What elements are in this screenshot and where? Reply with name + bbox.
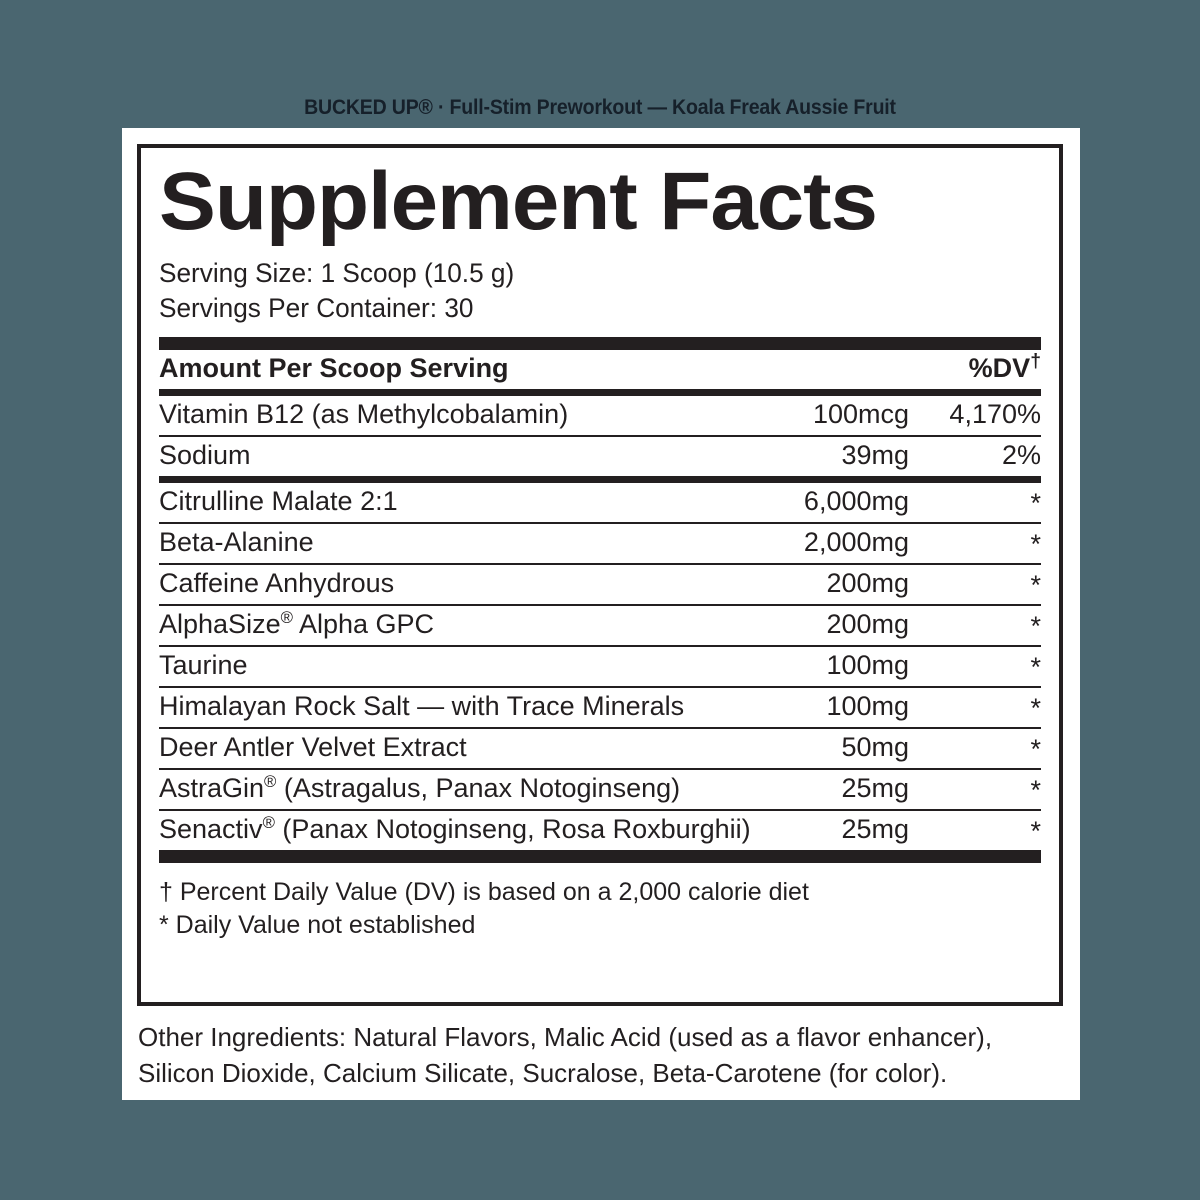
serving-info-block: Serving Size: 1 Scoop (10.5 g) Servings …: [159, 256, 1015, 325]
row-divider: [159, 686, 1041, 689]
servings-per-container-line: Servings Per Container: 30: [159, 292, 474, 323]
nutrient-dv: 4,170%: [949, 399, 1041, 430]
row-divider: [159, 563, 1041, 566]
dagger-symbol: †: [1030, 350, 1041, 373]
nutrient-name-suffix: (Astragalus, Panax Notoginseng): [276, 773, 681, 804]
nutrient-name: Beta-Alanine: [159, 527, 314, 558]
nutrient-amount: 100mg: [826, 691, 909, 722]
nutrient-name: Caffeine Anhydrous: [159, 568, 395, 599]
table-row: Himalayan Rock Salt — with Trace Mineral…: [159, 688, 1041, 727]
nutrient-amount: 50mg: [841, 732, 909, 763]
rule-thick-top: [159, 337, 1041, 351]
nutrient-name: AstraGin® (Astragalus, Panax Notoginseng…: [159, 773, 759, 804]
table-row: AstraGin® (Astragalus, Panax Notoginseng…: [159, 770, 1041, 809]
nutrient-amount: 200mg: [826, 568, 909, 599]
other-ingredients-line-1: Other Ingredients: Natural Flavors, Mali…: [138, 1022, 993, 1052]
rule-under-header: [159, 389, 1041, 397]
nutrient-amount: 39mg: [841, 440, 909, 471]
nutrient-name: Senactiv® (Panax Notoginseng, Rosa Roxbu…: [159, 814, 759, 845]
footnote-daily-value-not-established: * Daily Value not established: [159, 910, 476, 939]
table-row: Citrulline Malate 2:1 6,000mg *: [159, 483, 1041, 522]
row-divider: [159, 809, 1041, 812]
footnotes-block: † Percent Daily Value (DV) is based on a…: [159, 876, 1041, 941]
row-divider: [159, 435, 1041, 438]
nutrient-amount: 100mcg: [812, 399, 909, 430]
table-row: Deer Antler Velvet Extract 50mg *: [159, 729, 1041, 768]
nutrient-dv: *: [1030, 529, 1041, 560]
table-row: AlphaSize® Alpha GPC 200mg *: [159, 606, 1041, 645]
nutrient-name-suffix: Alpha GPC: [292, 609, 435, 640]
nutrient-dv: *: [1030, 611, 1041, 642]
table-row: Senactiv® (Panax Notoginseng, Rosa Roxbu…: [159, 811, 1041, 850]
table-row: Taurine 100mg *: [159, 647, 1041, 686]
table-row: Sodium 39mg 2%: [159, 437, 1041, 476]
registered-trademark-icon: ®: [280, 609, 293, 628]
nutrient-name-base: AlphaSize: [159, 609, 281, 640]
nutrient-name: Sodium: [159, 440, 251, 471]
supplement-facts-card: Supplement Facts Serving Size: 1 Scoop (…: [122, 128, 1080, 1100]
nutrient-amount: 25mg: [841, 773, 909, 804]
nutrient-amount: 25mg: [841, 814, 909, 845]
supplement-facts-panel: Supplement Facts Serving Size: 1 Scoop (…: [137, 144, 1063, 1006]
nutrient-amount: 6,000mg: [803, 486, 909, 517]
nutrient-name-base: Senactiv: [159, 814, 263, 845]
row-divider: [159, 768, 1041, 771]
table-header-row: Amount Per Scoop Serving %DV†: [159, 350, 1041, 389]
supplement-facts-heading: Supplement Facts: [159, 156, 878, 247]
nutrient-dv: *: [1030, 775, 1041, 806]
other-ingredients-block: Other Ingredients: Natural Flavors, Mali…: [138, 1020, 1070, 1092]
nutrient-name-base: AstraGin: [159, 773, 265, 804]
other-ingredients-line-2: Silicon Dioxide, Calcium Silicate, Sucra…: [138, 1057, 948, 1088]
footnote-daily-value-basis: † Percent Daily Value (DV) is based on a…: [159, 878, 809, 907]
product-title: BUCKED UP® · Full-Stim Preworkout — Koal…: [304, 96, 896, 119]
nutrient-name: Vitamin B12 (as Methylcobalamin): [159, 399, 569, 430]
nutrient-name: Himalayan Rock Salt — with Trace Mineral…: [159, 691, 685, 722]
nutrient-dv: *: [1030, 488, 1041, 519]
row-divider: [159, 522, 1041, 525]
nutrient-amount: 200mg: [826, 609, 909, 640]
nutrient-amount: 100mg: [826, 650, 909, 681]
nutrient-name: Deer Antler Velvet Extract: [159, 732, 467, 763]
row-divider: [159, 604, 1041, 607]
nutrient-dv: *: [1030, 734, 1041, 765]
amount-per-serving-label: Amount Per Scoop Serving: [159, 353, 509, 384]
registered-trademark-icon: ®: [262, 814, 275, 833]
nutrient-name: Citrulline Malate 2:1: [159, 486, 398, 517]
dv-header-label: %DV†: [968, 350, 1041, 384]
rule-thick-bottom: [159, 850, 1041, 864]
nutrient-dv: *: [1030, 652, 1041, 683]
table-row: Vitamin B12 (as Methylcobalamin) 100mcg …: [159, 396, 1041, 435]
serving-size-line: Serving Size: 1 Scoop (10.5 g): [159, 258, 515, 289]
registered-trademark-icon: ®: [264, 773, 277, 792]
nutrient-dv: *: [1030, 570, 1041, 601]
nutrient-amount: 2,000mg: [803, 527, 909, 558]
dv-header-text: %DV: [968, 353, 1031, 384]
table-row: Beta-Alanine 2,000mg *: [159, 524, 1041, 563]
nutrient-name-suffix: (Panax Notoginseng, Rosa Roxburghii): [274, 814, 751, 845]
nutrient-name: AlphaSize® Alpha GPC: [159, 609, 759, 640]
rule-under-dv-group: [159, 476, 1041, 484]
row-divider: [159, 727, 1041, 730]
nutrient-dv: *: [1030, 693, 1041, 724]
table-row: Caffeine Anhydrous 200mg *: [159, 565, 1041, 604]
nutrient-dv: *: [1030, 816, 1041, 847]
nutrient-dv: 2%: [1001, 440, 1041, 471]
row-divider: [159, 645, 1041, 648]
nutrient-name: Taurine: [159, 650, 248, 681]
